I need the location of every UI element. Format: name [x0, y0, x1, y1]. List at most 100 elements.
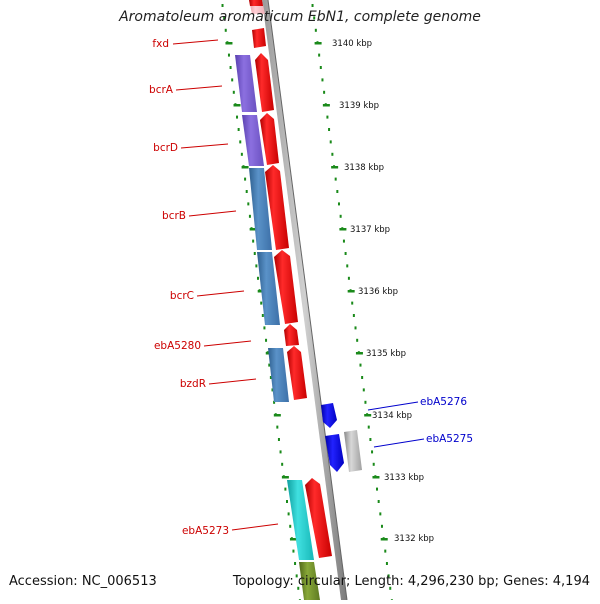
- ruler-dot: [269, 376, 272, 379]
- ruler-dot: [339, 214, 342, 218]
- ruler-dot: [372, 462, 375, 466]
- ruler-dot: [347, 276, 350, 280]
- ruler-dot: [342, 239, 345, 243]
- kbp-label: 3137 kbp: [350, 225, 390, 235]
- ruler-major-tick: [257, 290, 265, 293]
- ruler-dot: [223, 16, 226, 20]
- ruler-dot: [273, 400, 276, 404]
- ruler-dot: [256, 276, 259, 280]
- ruler-dot: [389, 586, 392, 590]
- ruler-major-tick: [339, 228, 347, 231]
- ruler-major-tick: [233, 104, 241, 107]
- label-bcrD: bcrD: [153, 142, 178, 154]
- feature-bcrA-domain: [235, 55, 257, 112]
- ruler-dot: [369, 438, 372, 441]
- ruler-dot: [319, 66, 322, 69]
- label-ebA5273: ebA5273: [182, 525, 229, 537]
- leader-bcrD: [180, 143, 229, 149]
- feature-ebA5273-domain: [287, 480, 314, 560]
- ruler-dot: [253, 252, 256, 255]
- ruler-dot: [279, 450, 282, 454]
- ruler-dot: [361, 376, 364, 379]
- ruler-dot: [311, 4, 314, 7]
- ruler-dot: [224, 28, 227, 32]
- ruler-dot: [276, 425, 279, 429]
- ruler-dot: [351, 301, 354, 305]
- ruler-major-tick: [314, 42, 322, 45]
- ruler-dot: [387, 574, 390, 578]
- kbp-label: 3136 kbp: [358, 287, 398, 297]
- ruler-dot: [281, 462, 284, 466]
- ruler-dot: [371, 450, 374, 454]
- ruler-dot: [367, 425, 370, 429]
- ruler-dot: [261, 314, 264, 317]
- ruler-dot: [292, 549, 295, 553]
- ruler-dot: [334, 177, 337, 181]
- kbp-label: 3133 kbp: [384, 473, 424, 483]
- topology-text: Topology: circular; Length: 4,296,230 bp…: [232, 574, 590, 589]
- gene-arrow-bzdR: [287, 346, 307, 400]
- ruler-dot: [268, 363, 271, 367]
- ruler-dot: [277, 438, 280, 441]
- map-title: Aromatoleum aromaticum EbN1, complete ge…: [119, 9, 481, 25]
- ruler-dot: [271, 388, 274, 392]
- leader-bcrA: [175, 85, 223, 91]
- gene-arrow-ebA5275: [325, 434, 344, 472]
- gene-arrow-ebA5273: [305, 478, 332, 558]
- ruler-major-tick: [241, 166, 249, 169]
- kbp-label: 3135 kbp: [366, 349, 406, 359]
- ruler-dot: [384, 549, 387, 553]
- ruler-major-tick: [364, 414, 372, 417]
- ruler-dot: [380, 524, 383, 528]
- leader-fxd: [172, 39, 219, 45]
- ruler-dot: [229, 66, 232, 69]
- ruler-dot: [247, 202, 250, 206]
- gene-arrow-fxd: [252, 28, 266, 48]
- label-bzdR: bzdR: [180, 378, 206, 390]
- ruler-dot: [356, 338, 359, 342]
- gene-arrow-top: [249, 0, 263, 6]
- label-ebA5276: ebA5276: [420, 396, 467, 408]
- ruler-major-tick: [355, 352, 363, 355]
- ruler-major-tick: [273, 414, 281, 417]
- ruler-major-tick: [322, 104, 330, 107]
- ruler-dot: [314, 28, 317, 32]
- ruler-dot: [313, 16, 316, 20]
- ruler-dot: [245, 190, 248, 193]
- ruler-major-tick: [347, 290, 355, 293]
- ruler-dot: [337, 202, 340, 206]
- ruler-dot: [328, 128, 331, 131]
- ruler-dot: [326, 115, 329, 119]
- feature-bcrC-domain: [257, 252, 280, 325]
- ruler-dot: [239, 140, 242, 144]
- ruler-dot: [236, 115, 239, 119]
- ruler-dot: [379, 512, 382, 516]
- ruler-dot: [263, 326, 266, 330]
- ruler-dot: [385, 562, 388, 565]
- leader-ebA5273: [231, 523, 279, 531]
- ruler-major-tick: [289, 538, 297, 541]
- ruler-dot: [321, 78, 324, 82]
- ruler-dot: [362, 388, 365, 392]
- leader-bcrC: [196, 290, 245, 297]
- feature-bcrB-domain: [249, 168, 272, 250]
- ruler-major-tick: [225, 42, 233, 45]
- ruler-dot: [287, 512, 290, 516]
- ruler-dot: [240, 152, 243, 156]
- ruler-dot: [329, 140, 332, 144]
- gene-box-gray: [344, 430, 362, 472]
- gene-arrow-bcrB: [265, 165, 289, 250]
- ruler-dot: [364, 400, 367, 404]
- ruler-dot: [346, 264, 349, 268]
- feature-olive-domain: [299, 562, 320, 600]
- ruler-dot: [331, 152, 334, 156]
- gene-arrow-bcrA: [255, 53, 274, 112]
- ruler-dot: [237, 128, 240, 131]
- accession-text: Accession: NC_006513: [9, 574, 157, 589]
- kbp-label: 3132 kbp: [394, 534, 434, 544]
- ruler-dot: [377, 500, 380, 503]
- gene-arrow-ebA5280: [284, 324, 299, 346]
- gene-arrow-ebA5276: [321, 403, 337, 428]
- ruler-dot: [318, 53, 321, 57]
- ruler-dot: [354, 326, 357, 330]
